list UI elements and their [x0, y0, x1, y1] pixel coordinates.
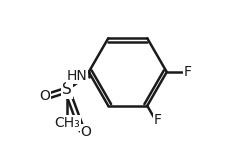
- Text: F: F: [153, 113, 161, 127]
- Text: O: O: [80, 125, 91, 139]
- Text: O: O: [39, 89, 50, 103]
- Text: F: F: [183, 65, 191, 79]
- Text: HN: HN: [66, 69, 87, 84]
- Text: S: S: [62, 82, 71, 98]
- Text: CH₃: CH₃: [54, 116, 79, 130]
